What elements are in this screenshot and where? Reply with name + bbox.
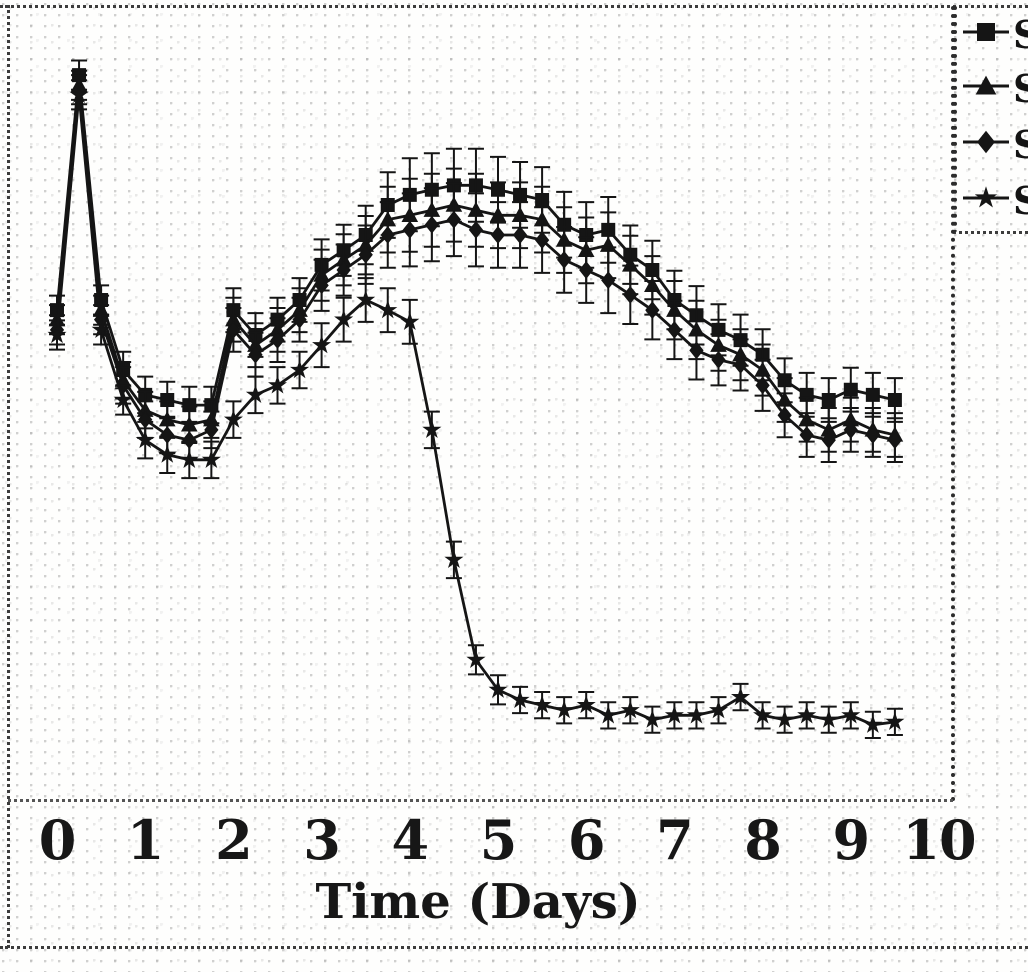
legend-item-2: S (961, 64, 1028, 111)
outer-border-left (7, 5, 10, 948)
x-axis-line (8, 799, 953, 802)
plot-right-border (951, 6, 955, 802)
x-tick-label-3: 3 (303, 808, 341, 872)
legend-star-icon (963, 186, 1009, 208)
x-tick-label-4: 4 (391, 808, 430, 872)
legend-filled-triangle-icon (963, 75, 1009, 95)
legend-item-label: S (1013, 178, 1028, 223)
legend-item-3: S (961, 120, 1028, 167)
x-tick-label-1: 1 (126, 808, 165, 872)
x-tick-label-9: 9 (832, 808, 871, 872)
x-tick-label-2: 2 (215, 808, 253, 872)
legend-item-label: S (1013, 12, 1028, 57)
legend-item-4: S (961, 176, 1028, 223)
outer-border-bottom (0, 946, 1028, 949)
x-tick-label-10: 10 (902, 808, 976, 872)
series-4-star-markers (47, 84, 905, 733)
x-tick-label-5: 5 (479, 808, 518, 872)
legend-item-label: S (1013, 66, 1028, 111)
x-tick-label-0: 0 (38, 808, 77, 872)
legend-filled-square-icon (963, 23, 1009, 41)
outer-border-top (0, 5, 1028, 8)
series-3-diamond-group (49, 74, 903, 463)
legend-item-1: S (961, 10, 1028, 57)
legend-item-label: S (1013, 122, 1028, 167)
x-tick-label-8: 8 (744, 808, 782, 872)
x-tick-label-7: 7 (656, 808, 694, 872)
series-4-star-group (47, 79, 905, 739)
x-axis-title: Time (Days) (315, 874, 641, 930)
x-tick-label-6: 6 (567, 808, 606, 872)
legend-filled-diamond-icon (963, 130, 1009, 154)
